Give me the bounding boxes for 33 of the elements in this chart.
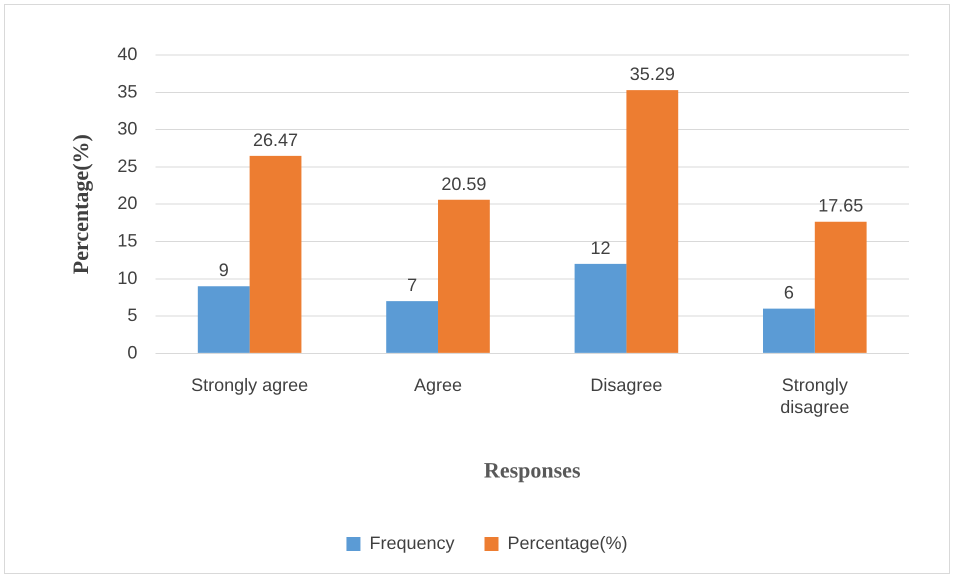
bar bbox=[250, 156, 302, 353]
data-label: 17.65 bbox=[818, 196, 864, 216]
bar bbox=[762, 308, 815, 353]
y-tick-label: 40 bbox=[117, 44, 138, 64]
x-axis-title: Responses bbox=[484, 457, 581, 482]
y-tick-label: 0 bbox=[127, 342, 138, 362]
data-label: 7 bbox=[407, 275, 418, 296]
y-tick-label: 15 bbox=[117, 230, 138, 250]
bar bbox=[438, 200, 490, 353]
x-tick-label: Strongly agree bbox=[191, 375, 308, 396]
y-tick-label: 25 bbox=[117, 156, 138, 176]
y-tick-label: 5 bbox=[127, 305, 138, 326]
x-tick-label: Disagree bbox=[590, 375, 662, 396]
y-tick-label: 35 bbox=[117, 81, 138, 102]
data-label: 12 bbox=[590, 238, 611, 258]
y-tick-label: 30 bbox=[117, 118, 138, 139]
x-tick-label: Agree bbox=[414, 375, 462, 396]
bar bbox=[386, 301, 438, 353]
data-label: 35.29 bbox=[630, 64, 675, 84]
data-label: 26.47 bbox=[253, 130, 298, 150]
bar bbox=[198, 286, 250, 353]
data-label: 6 bbox=[784, 282, 794, 303]
y-tick-label: 20 bbox=[117, 193, 138, 214]
data-label: 9 bbox=[218, 260, 229, 280]
bar bbox=[814, 222, 867, 353]
y-axis-title: Percentage(%) bbox=[68, 134, 93, 274]
x-tick-label: Strongly disagree bbox=[780, 375, 850, 417]
bar bbox=[574, 264, 626, 353]
bar bbox=[626, 90, 678, 353]
legend-label: Percentage(%) bbox=[507, 532, 628, 553]
data-label: 20.59 bbox=[441, 174, 486, 194]
legend-label: Frequency bbox=[369, 532, 454, 553]
y-tick-label: 10 bbox=[117, 268, 138, 288]
